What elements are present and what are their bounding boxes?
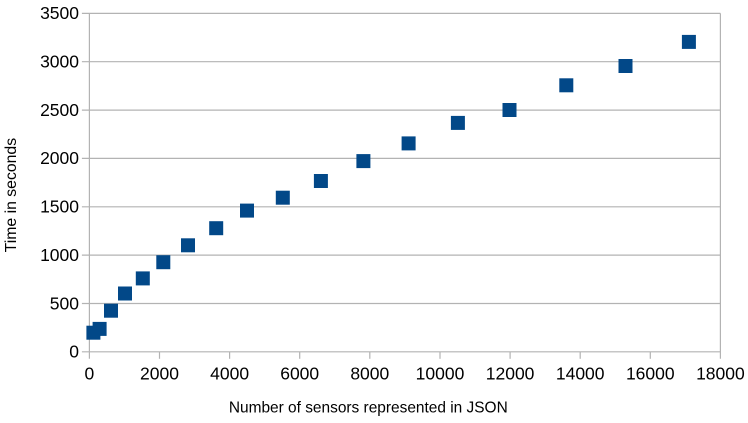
svg-text:3500: 3500: [40, 3, 79, 23]
svg-text:3000: 3000: [40, 52, 79, 72]
svg-text:10000: 10000: [416, 364, 465, 384]
svg-text:4000: 4000: [210, 364, 249, 384]
svg-text:Number of sensors represented: Number of sensors represented in JSON: [229, 400, 508, 417]
svg-text:8000: 8000: [350, 364, 389, 384]
svg-text:2000: 2000: [140, 364, 179, 384]
svg-text:16000: 16000: [626, 364, 675, 384]
svg-text:2500: 2500: [40, 100, 79, 120]
svg-text:1000: 1000: [40, 245, 79, 265]
svg-text:2000: 2000: [40, 148, 79, 168]
svg-text:Time in seconds: Time in seconds: [3, 138, 20, 253]
svg-text:12000: 12000: [486, 364, 535, 384]
svg-text:500: 500: [50, 293, 79, 313]
svg-text:0: 0: [69, 342, 79, 362]
svg-text:0: 0: [85, 364, 95, 384]
svg-text:18000: 18000: [696, 364, 745, 384]
svg-text:1500: 1500: [40, 197, 79, 217]
svg-text:6000: 6000: [280, 364, 319, 384]
svg-text:14000: 14000: [556, 364, 605, 384]
